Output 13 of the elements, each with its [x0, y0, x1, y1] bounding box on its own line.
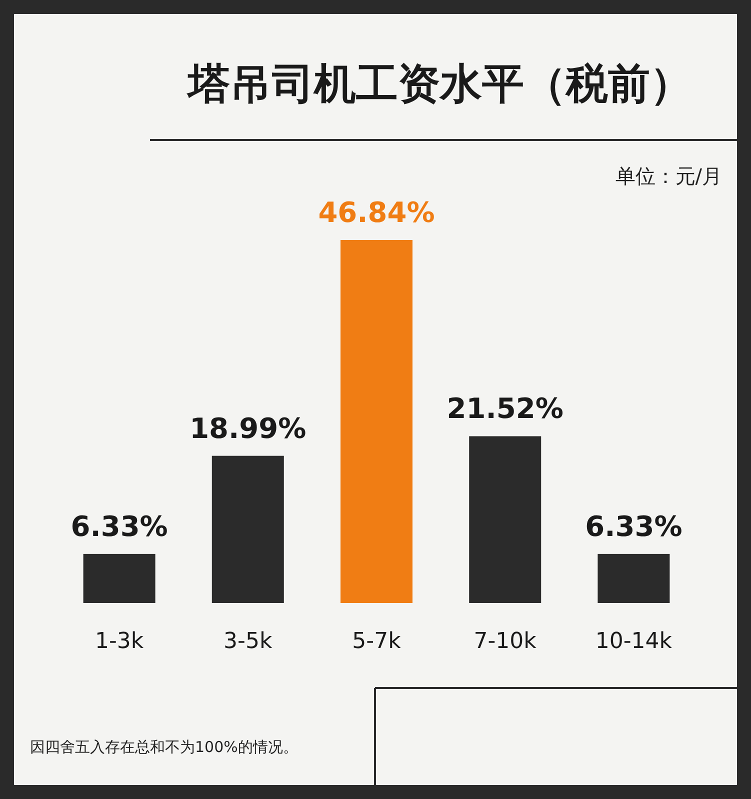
- data-label: 21.52%: [446, 392, 564, 426]
- x-tick-label: 7-10k: [474, 629, 537, 654]
- text: 单位：元/月: [615, 164, 722, 188]
- x-tick-label: 5-7k: [352, 629, 402, 654]
- x-tick-label: 10-14k: [595, 629, 672, 654]
- text: 因四舍五入存在总和不为100%的情况。: [30, 738, 298, 756]
- data-label: 6.33%: [585, 510, 682, 543]
- x-tick-label: 3-5k: [224, 629, 272, 654]
- chart-title: 塔吊司机工资水平（税前）: [186, 59, 692, 108]
- data-label: 18.99%: [190, 412, 306, 445]
- data-label: 46.84%: [318, 196, 435, 229]
- x-tick-label: 1-3k: [94, 629, 144, 654]
- data-label: 6.33%: [70, 510, 168, 543]
